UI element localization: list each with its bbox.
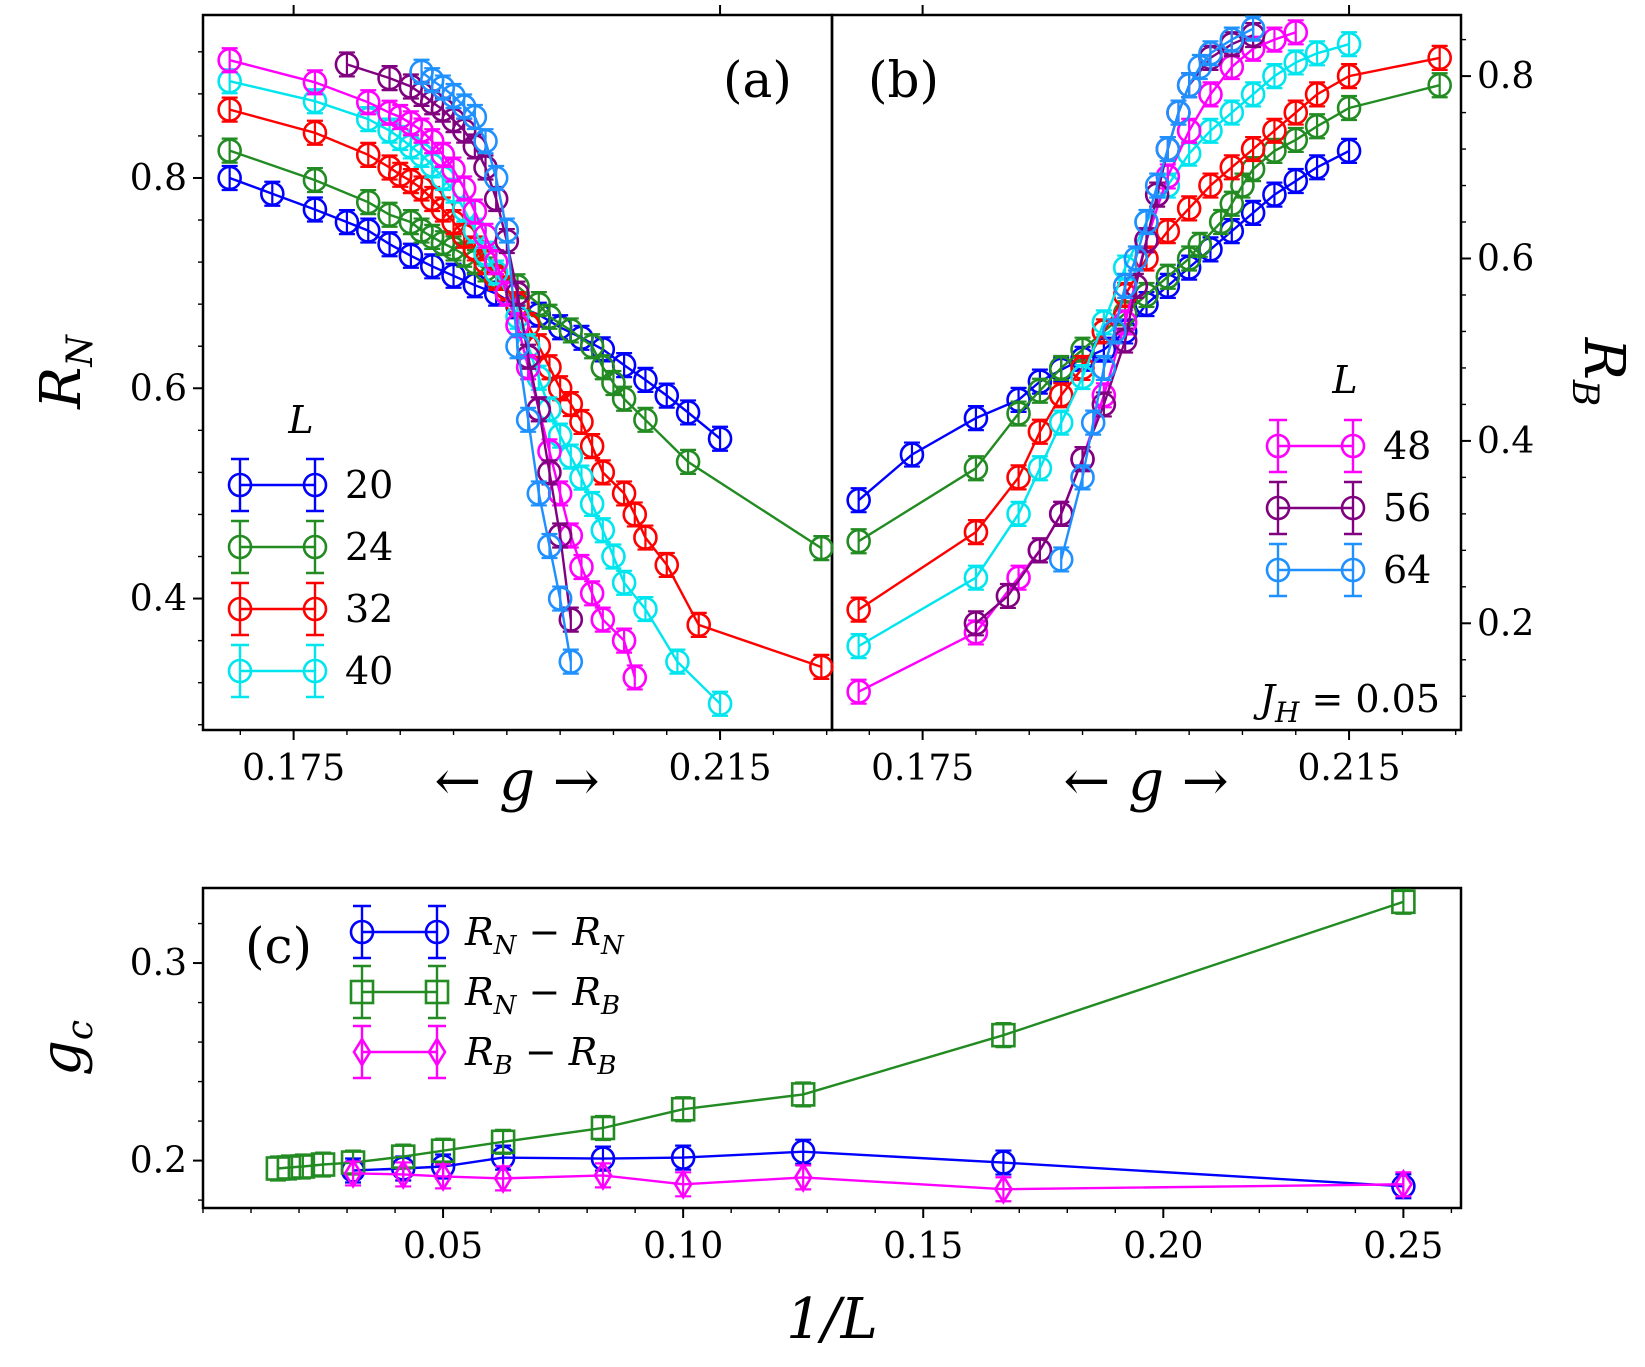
- panel-c-series-1: [265, 888, 1416, 1182]
- panel-c-xtick-label: 0.05: [403, 1226, 483, 1267]
- legend-b-title: L: [1331, 358, 1357, 402]
- legend-b-entry: [1265, 418, 1366, 474]
- legend-marker: [227, 596, 253, 622]
- legend-a-entry: [227, 457, 328, 513]
- legend-marker: [424, 919, 450, 945]
- legend-b-label: 48: [1383, 424, 1431, 468]
- legend-c-entry: [349, 904, 450, 960]
- panel-b-series-6: [1048, 15, 1266, 573]
- legend-marker: [1265, 557, 1291, 583]
- panel-c-xlabel: 1/L: [786, 1287, 878, 1352]
- panel-b-series-1: [846, 72, 1452, 555]
- legend-marker: [424, 979, 450, 1005]
- legend-c-entry: [352, 1024, 447, 1080]
- legend-a-label: 20: [345, 463, 393, 507]
- panel-b-frame: [830, 13, 1463, 732]
- legend-c-entry: [349, 964, 450, 1020]
- panel-b-xlabel: ← g →: [1063, 749, 1228, 814]
- panel-a-series-1: [217, 137, 834, 562]
- panel-c-ytick-label: 0.2: [130, 1141, 187, 1182]
- panel-c-xtick-label: 0.20: [1123, 1226, 1203, 1267]
- panel-b-xtick-label: 0.215: [1298, 748, 1401, 789]
- legend-marker: [349, 979, 375, 1005]
- legend-marker: [302, 472, 328, 498]
- panel-a-ylabel: RN: [29, 334, 101, 410]
- panel-b-label: (b): [868, 51, 939, 109]
- panel-b-series-line: [1060, 27, 1254, 560]
- legend-a-label: 24: [345, 525, 393, 569]
- legend-a-entry: [227, 643, 328, 699]
- legend-b-entry: [1265, 542, 1366, 598]
- legend-c-label: RN − RN: [464, 910, 625, 961]
- series-layer: [217, 15, 1452, 1205]
- panel-c-ytick-label: 0.3: [130, 943, 187, 984]
- jh-annotation: JH = 0.05: [1253, 677, 1440, 729]
- panel-a-xlabel: ← g →: [434, 749, 599, 814]
- panel-b-xtick-label: 0.175: [871, 748, 974, 789]
- legend-marker: [349, 919, 375, 945]
- panel-b-ytick-label: 0.6: [1477, 239, 1534, 280]
- legend-marker: [1265, 495, 1291, 521]
- panel-b-ylabel: RB: [1564, 337, 1636, 407]
- panel-c-xtick-label: 0.15: [883, 1226, 963, 1267]
- panel-c-ylabel: gc: [29, 1020, 101, 1076]
- panel-c-xtick-label: 0.10: [643, 1226, 723, 1267]
- panel-c-label: (c): [245, 917, 312, 975]
- legend-marker: [1340, 433, 1366, 459]
- panel-c-xtick-label: 0.25: [1363, 1226, 1443, 1267]
- ticks-layer: 0.175 0.215 0.4 0.6 0.8 0.175 0.215 0.2 0.4 0.6 0.…: [130, 5, 1534, 1267]
- legend-a-entry: [227, 519, 328, 575]
- panel-a-label: (a): [723, 51, 792, 109]
- legend-a-entry: [227, 581, 328, 637]
- legend-marker: [302, 596, 328, 622]
- panel-a-xtick-label: 0.215: [669, 748, 772, 789]
- legend-a-label: 32: [345, 587, 393, 631]
- legend-marker: [302, 658, 328, 684]
- legend-marker: [227, 472, 253, 498]
- panel-b-ytick-label: 0.4: [1477, 421, 1534, 462]
- panel-a-series-2: [217, 96, 834, 681]
- panel-a-series-4: [217, 47, 648, 691]
- panel-b-ytick-label: 0.8: [1477, 56, 1534, 97]
- panel-a-ytick-label: 0.8: [130, 158, 187, 199]
- legend-c-label: RN − RB: [464, 970, 620, 1021]
- legend-marker: [427, 1036, 447, 1068]
- panel-c-frame: [201, 886, 1463, 1210]
- legend-marker: [1340, 557, 1366, 583]
- legend-marker: [227, 658, 253, 684]
- panel-b-ytick-label: 0.2: [1477, 603, 1534, 644]
- legend-marker: [352, 1036, 372, 1068]
- legend-marker: [1265, 433, 1291, 459]
- legend-b-entry: [1265, 480, 1366, 536]
- legend-marker: [1340, 495, 1366, 521]
- legend-marker: [302, 534, 328, 560]
- legend-layer: 20 24 32 40 48 56 64 RN − RN RN − RB RB − RB: [227, 418, 1431, 1081]
- panel-a-xtick-label: 0.175: [242, 748, 345, 789]
- panel-b-series-2: [846, 44, 1452, 623]
- legend-b-label: 64: [1383, 548, 1431, 592]
- legend-b-label: 56: [1383, 486, 1431, 530]
- panel-a-ytick-label: 0.4: [130, 579, 187, 620]
- legend-c-label: RB − RB: [464, 1030, 616, 1081]
- panel-c-series-line: [277, 900, 1404, 1170]
- panel-c-series-2: [343, 1157, 1413, 1205]
- legend-a-title: L: [287, 398, 313, 442]
- panel-a-series-6: [409, 58, 584, 675]
- legend-marker: [227, 534, 253, 560]
- panel-a-ytick-label: 0.6: [130, 368, 187, 409]
- legend-a-label: 40: [345, 649, 393, 693]
